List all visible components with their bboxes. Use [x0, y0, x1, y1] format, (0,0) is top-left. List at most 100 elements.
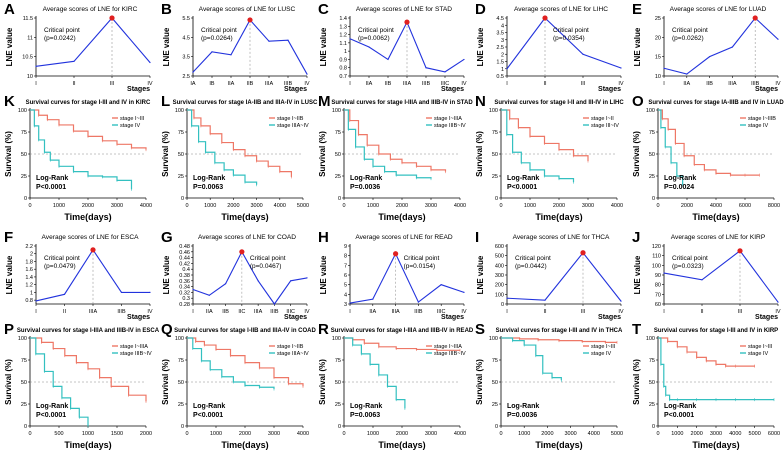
y-axis-label: Survival (%) [318, 359, 327, 405]
x-tick-label: IIA [366, 81, 373, 87]
logrank-label: Log-Rank [350, 175, 382, 182]
panel-letter: J [632, 229, 640, 246]
y-tick-label: 75 [492, 130, 498, 136]
data-point [506, 297, 508, 299]
survival-panel-T: T Survival curves for stage I-III and IV … [632, 321, 780, 450]
x-axis-label: Stages [284, 86, 307, 93]
critical-point-label: Critical point [672, 27, 708, 34]
x-tick-label: 2000 [227, 203, 239, 209]
x-tick-label: 2000 [691, 431, 703, 437]
y-tick-label: 10.5 [22, 55, 33, 61]
legend-label: stage IIIB~IV [434, 351, 466, 357]
y-tick-label: 50 [21, 152, 27, 158]
lne-panel-I: I Average scores of LNE for THCA LNE value… [475, 229, 624, 321]
critical-point-label: Critical point [44, 27, 80, 34]
y-tick-label: 100 [332, 336, 341, 342]
panel-letter: E [632, 1, 642, 18]
x-tick-label: 4000 [297, 431, 309, 437]
y-tick-label: 8 [344, 254, 347, 260]
x-axis-label: Stages [441, 86, 464, 93]
data-point [463, 291, 465, 293]
km-curve-early-stage [658, 109, 760, 176]
legend-label: stage I~IIIB [748, 116, 776, 122]
y-tick-label: 0.7 [339, 74, 347, 80]
panel-letter: A [4, 1, 15, 18]
chart-title: Average scores of LNE for COAD [198, 234, 296, 241]
lne-panel-H: H Average scores of LNE for READ LNE value… [318, 229, 467, 321]
y-tick-label: 50 [649, 152, 655, 158]
critical-p-value: (p=0.0154) [404, 263, 436, 270]
x-tick-label: 3000 [582, 203, 594, 209]
x-tick-label: 2000 [553, 203, 565, 209]
y-tick-label: 0 [652, 196, 655, 202]
data-point [506, 68, 508, 70]
x-tick-label: IIA [369, 309, 376, 315]
critical-point-label: Critical point [201, 27, 237, 34]
x-tick-label: IIIA [391, 309, 400, 315]
panel-letter: T [632, 321, 641, 338]
x-tick-label: 0 [185, 431, 188, 437]
panel-letter: P [4, 321, 14, 338]
legend-label: stage I~IIIA [120, 344, 148, 350]
y-tick-label: 0 [181, 196, 184, 202]
critical-point-label: Critical point [44, 255, 80, 262]
y-tick-label: 90 [655, 273, 661, 279]
survival-panel-M: M Survival curves for stage I-IIIA and II… [318, 93, 473, 222]
y-tick-label: 50 [492, 152, 498, 158]
y-tick-label: 5.5 [182, 16, 190, 22]
y-tick-label: 100 [489, 108, 498, 114]
y-tick-label: 4 [501, 23, 504, 29]
chart-title: Survival curves for stage I-IIIA and III… [331, 328, 474, 334]
panel-letter: R [318, 321, 329, 338]
y-tick-label: 11 [27, 35, 33, 41]
y-tick-label: 1.2 [339, 33, 347, 39]
y-axis-label: LNE value [633, 27, 642, 66]
x-tick-label: 2000 [681, 203, 693, 209]
x-tick-label: 1000 [671, 431, 683, 437]
legend-label: stage III~IV [591, 123, 619, 129]
legend-label: stage I~III [591, 344, 616, 350]
y-tick-label: 75 [21, 358, 27, 364]
critical-point-label: Critical point [404, 255, 440, 262]
logrank-p-value: P<0.0001 [36, 412, 66, 419]
data-point [425, 67, 427, 69]
y-tick-label: 200 [495, 283, 504, 289]
data-point [440, 284, 442, 286]
chart-title: Survival curves for stage I-IIIA and III… [17, 328, 160, 334]
logrank-p-value: P=0.0036 [507, 412, 537, 419]
logrank-p-value: P<0.0001 [193, 412, 223, 419]
data-point [368, 46, 370, 48]
lne-series-line [349, 252, 465, 304]
x-tick-label: III [110, 81, 115, 87]
lne-series-line [663, 17, 779, 75]
critical-point-marker [90, 247, 96, 253]
x-tick-label: IIIA [265, 81, 274, 87]
logrank-label: Log-Rank [664, 175, 696, 182]
y-tick-label: 100 [652, 263, 661, 269]
legend-label: stage I~IIB [277, 116, 304, 122]
x-tick-label: II [543, 81, 547, 87]
x-tick-label: 0 [28, 203, 31, 209]
lne-panel-F: F Average scores of LNE for ESCA LNE value… [4, 229, 153, 321]
x-tick-label: IV [304, 309, 310, 315]
x-tick-label: IIIC [437, 309, 446, 315]
panel-letter: F [4, 229, 13, 246]
y-tick-label: 15 [655, 55, 661, 61]
y-tick-label: 80 [655, 283, 661, 289]
x-tick-label: IIIA [254, 309, 263, 315]
x-tick-label: 2000 [239, 431, 251, 437]
y-tick-label: 100 [646, 336, 655, 342]
data-point [701, 279, 703, 281]
x-tick-label: III [738, 309, 743, 315]
logrank-p-value: P=0.0024 [664, 184, 694, 191]
logrank-label: Log-Rank [507, 175, 539, 182]
y-tick-label: 50 [335, 152, 341, 158]
x-tick-label: IIIB [751, 81, 760, 87]
y-tick-label: 0 [24, 196, 27, 202]
data-point [211, 51, 213, 53]
logrank-label: Log-Rank [350, 403, 382, 410]
x-tick-label: 4000 [710, 203, 722, 209]
legend-label: stage I~II [591, 116, 614, 122]
data-point [120, 291, 123, 293]
